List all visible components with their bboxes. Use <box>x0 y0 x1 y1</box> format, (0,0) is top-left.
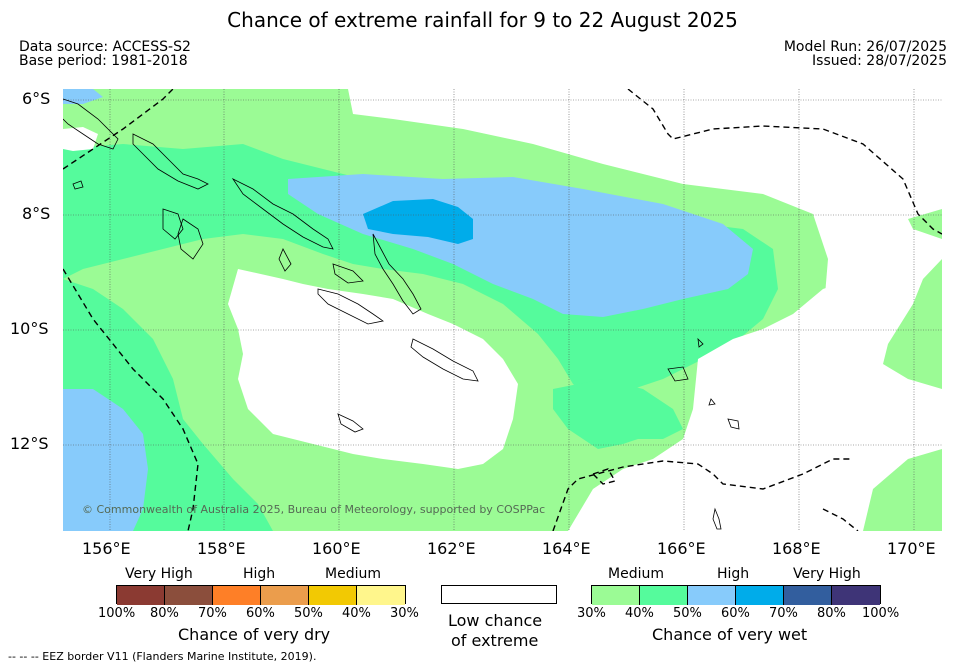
dry-tick-50: 50% <box>294 606 323 621</box>
low-chance-region-1 <box>228 269 518 469</box>
wet-tick-40: 40% <box>625 606 654 621</box>
dry-group-medium: Medium <box>325 566 381 582</box>
lat-label-8s: 8°S <box>22 204 51 223</box>
dry-tick-70: 70% <box>198 606 227 621</box>
dry-swatch-1 <box>117 586 165 605</box>
map-title: Chance of extreme rainfall for 9 to 22 A… <box>227 8 738 32</box>
issued-text: Issued: 28/07/2025 <box>812 53 947 69</box>
wet-swatch-1 <box>592 586 640 605</box>
wet-colorbar <box>591 585 881 605</box>
wet-swatch-3 <box>688 586 736 605</box>
dry-swatch-4 <box>261 586 309 605</box>
lon-label-156e: 156°E <box>82 539 131 558</box>
lon-label-170e: 170°E <box>887 539 936 558</box>
wet-group-very-high: Very High <box>793 566 861 582</box>
low-chance-region-2 <box>663 89 942 199</box>
eez-footnote: -- -- -- EEZ border V11 (Flanders Marine… <box>8 650 317 663</box>
wet-medium-region-2 <box>908 209 942 239</box>
dry-tick-30: 30% <box>390 606 419 621</box>
lat-label-12s: 12°S <box>10 434 49 453</box>
wet-tick-60: 60% <box>721 606 750 621</box>
lon-label-166e: 166°E <box>657 539 706 558</box>
wet-tick-100: 100% <box>862 606 900 621</box>
coastlines <box>63 98 740 530</box>
wet-group-high: High <box>717 566 750 582</box>
wet-group-medium: Medium <box>608 566 664 582</box>
dry-swatch-6 <box>357 586 405 605</box>
lat-label-10s: 10°S <box>10 319 49 338</box>
dry-legend-title: Chance of very dry <box>178 625 331 644</box>
wet-swatch-2 <box>640 586 688 605</box>
dry-group-high: High <box>243 566 276 582</box>
wet-tick-80: 80% <box>817 606 846 621</box>
low-chance-title-1: Low chance <box>448 611 543 630</box>
dry-swatch-5 <box>309 586 357 605</box>
dry-tick-80: 80% <box>150 606 179 621</box>
wet-swatch-4 <box>736 586 784 605</box>
lon-label-162e: 162°E <box>427 539 476 558</box>
dry-tick-40: 40% <box>342 606 371 621</box>
eez-borders <box>63 89 942 531</box>
lon-label-164e: 164°E <box>542 539 591 558</box>
data-source-text: Data source: ACCESS-S2 <box>19 39 191 55</box>
wet-legend-title: Chance of very wet <box>652 625 808 644</box>
wet-medium-region-4 <box>863 449 942 531</box>
wet-tick-50: 50% <box>673 606 702 621</box>
wet-swatch-6 <box>832 586 880 605</box>
low-chance-swatch <box>441 585 557 604</box>
low-chance-region-4 <box>63 127 98 151</box>
lon-label-160e: 160°E <box>312 539 361 558</box>
wet-swatch-5 <box>784 586 832 605</box>
wet-medium-region-3 <box>883 259 942 389</box>
low-chance-region-3 <box>583 279 893 531</box>
graticule <box>63 89 942 531</box>
wet-tick-70: 70% <box>769 606 798 621</box>
wet-high-region <box>63 144 778 399</box>
wet-very-high-region <box>363 199 473 244</box>
dry-swatch-2 <box>165 586 213 605</box>
copyright-text: © Commonwealth of Australia 2025, Bureau… <box>82 503 546 516</box>
base-period-text: Base period: 1981-2018 <box>19 53 188 69</box>
lat-label-6s: 6°S <box>22 89 51 108</box>
wet-tick-30: 30% <box>577 606 606 621</box>
wet-high-region-3 <box>553 379 683 449</box>
model-run-text: Model Run: 26/07/2025 <box>783 39 947 55</box>
dry-colorbar <box>116 585 406 605</box>
dry-tick-60: 60% <box>246 606 275 621</box>
rainfall-map <box>63 89 942 531</box>
lon-label-168e: 168°E <box>772 539 821 558</box>
lon-label-158e: 158°E <box>197 539 246 558</box>
dry-swatch-3 <box>213 586 261 605</box>
low-chance-title-2: of extreme <box>451 631 539 650</box>
dry-tick-100: 100% <box>98 606 136 621</box>
dry-group-very-high: Very High <box>125 566 193 582</box>
wet-high2-region-2 <box>63 389 148 531</box>
